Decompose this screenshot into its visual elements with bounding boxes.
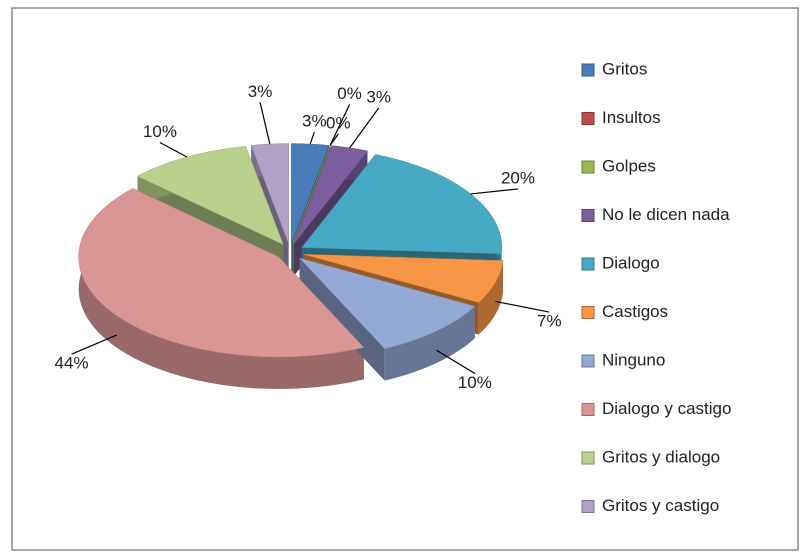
legend-label: Dialogo y castigo bbox=[602, 399, 731, 418]
legend-swatch bbox=[581, 63, 595, 77]
slice bbox=[78, 188, 365, 358]
legend-swatch bbox=[581, 354, 595, 368]
legend-label: Gritos bbox=[602, 59, 647, 78]
data-label: 44% bbox=[55, 354, 89, 373]
leader-line bbox=[259, 102, 271, 145]
slice-side bbox=[78, 188, 364, 389]
slice-side bbox=[478, 260, 503, 335]
legend-label: Dialogo bbox=[602, 253, 660, 272]
leader-line bbox=[159, 141, 188, 158]
legend-swatch bbox=[581, 257, 595, 271]
data-label: 0% bbox=[337, 84, 362, 103]
legend-label: Golpes bbox=[602, 156, 656, 175]
legend-label: Gritos y castigo bbox=[602, 496, 719, 515]
legend-swatch bbox=[581, 306, 595, 319]
data-label: 3% bbox=[366, 87, 391, 106]
slice bbox=[291, 143, 330, 244]
slice bbox=[303, 254, 504, 303]
leader-line bbox=[495, 300, 550, 313]
data-label: 10% bbox=[143, 122, 177, 141]
data-label: 3% bbox=[302, 112, 327, 131]
legend-label: Insultos bbox=[602, 108, 661, 127]
leader-line bbox=[470, 188, 519, 195]
legend-swatch bbox=[581, 209, 595, 222]
slice-cut-face bbox=[299, 258, 385, 381]
legend-swatch bbox=[581, 451, 595, 465]
slice-side bbox=[384, 306, 475, 381]
data-label: 10% bbox=[458, 373, 492, 392]
data-label: 20% bbox=[501, 168, 535, 187]
leader-line bbox=[436, 349, 476, 374]
legend-swatch bbox=[581, 403, 595, 416]
legend-swatch bbox=[581, 500, 595, 513]
legend-label: No le dicen nada bbox=[602, 205, 730, 224]
leader-line bbox=[309, 131, 315, 145]
leader-line bbox=[329, 133, 339, 146]
legend-label: Ninguno bbox=[602, 350, 665, 369]
data-label: 3% bbox=[248, 82, 273, 101]
legend-label: Gritos y dialogo bbox=[602, 447, 720, 466]
legend-label: Castigos bbox=[602, 302, 668, 321]
data-label: 7% bbox=[537, 312, 562, 331]
slice bbox=[250, 143, 289, 244]
legend-swatch bbox=[581, 160, 595, 174]
slice bbox=[298, 257, 476, 349]
leader-line bbox=[329, 104, 351, 146]
leader-line bbox=[349, 107, 380, 149]
data-label: 0% bbox=[326, 113, 351, 132]
legend-swatch bbox=[581, 112, 595, 125]
leader-line bbox=[71, 334, 118, 355]
